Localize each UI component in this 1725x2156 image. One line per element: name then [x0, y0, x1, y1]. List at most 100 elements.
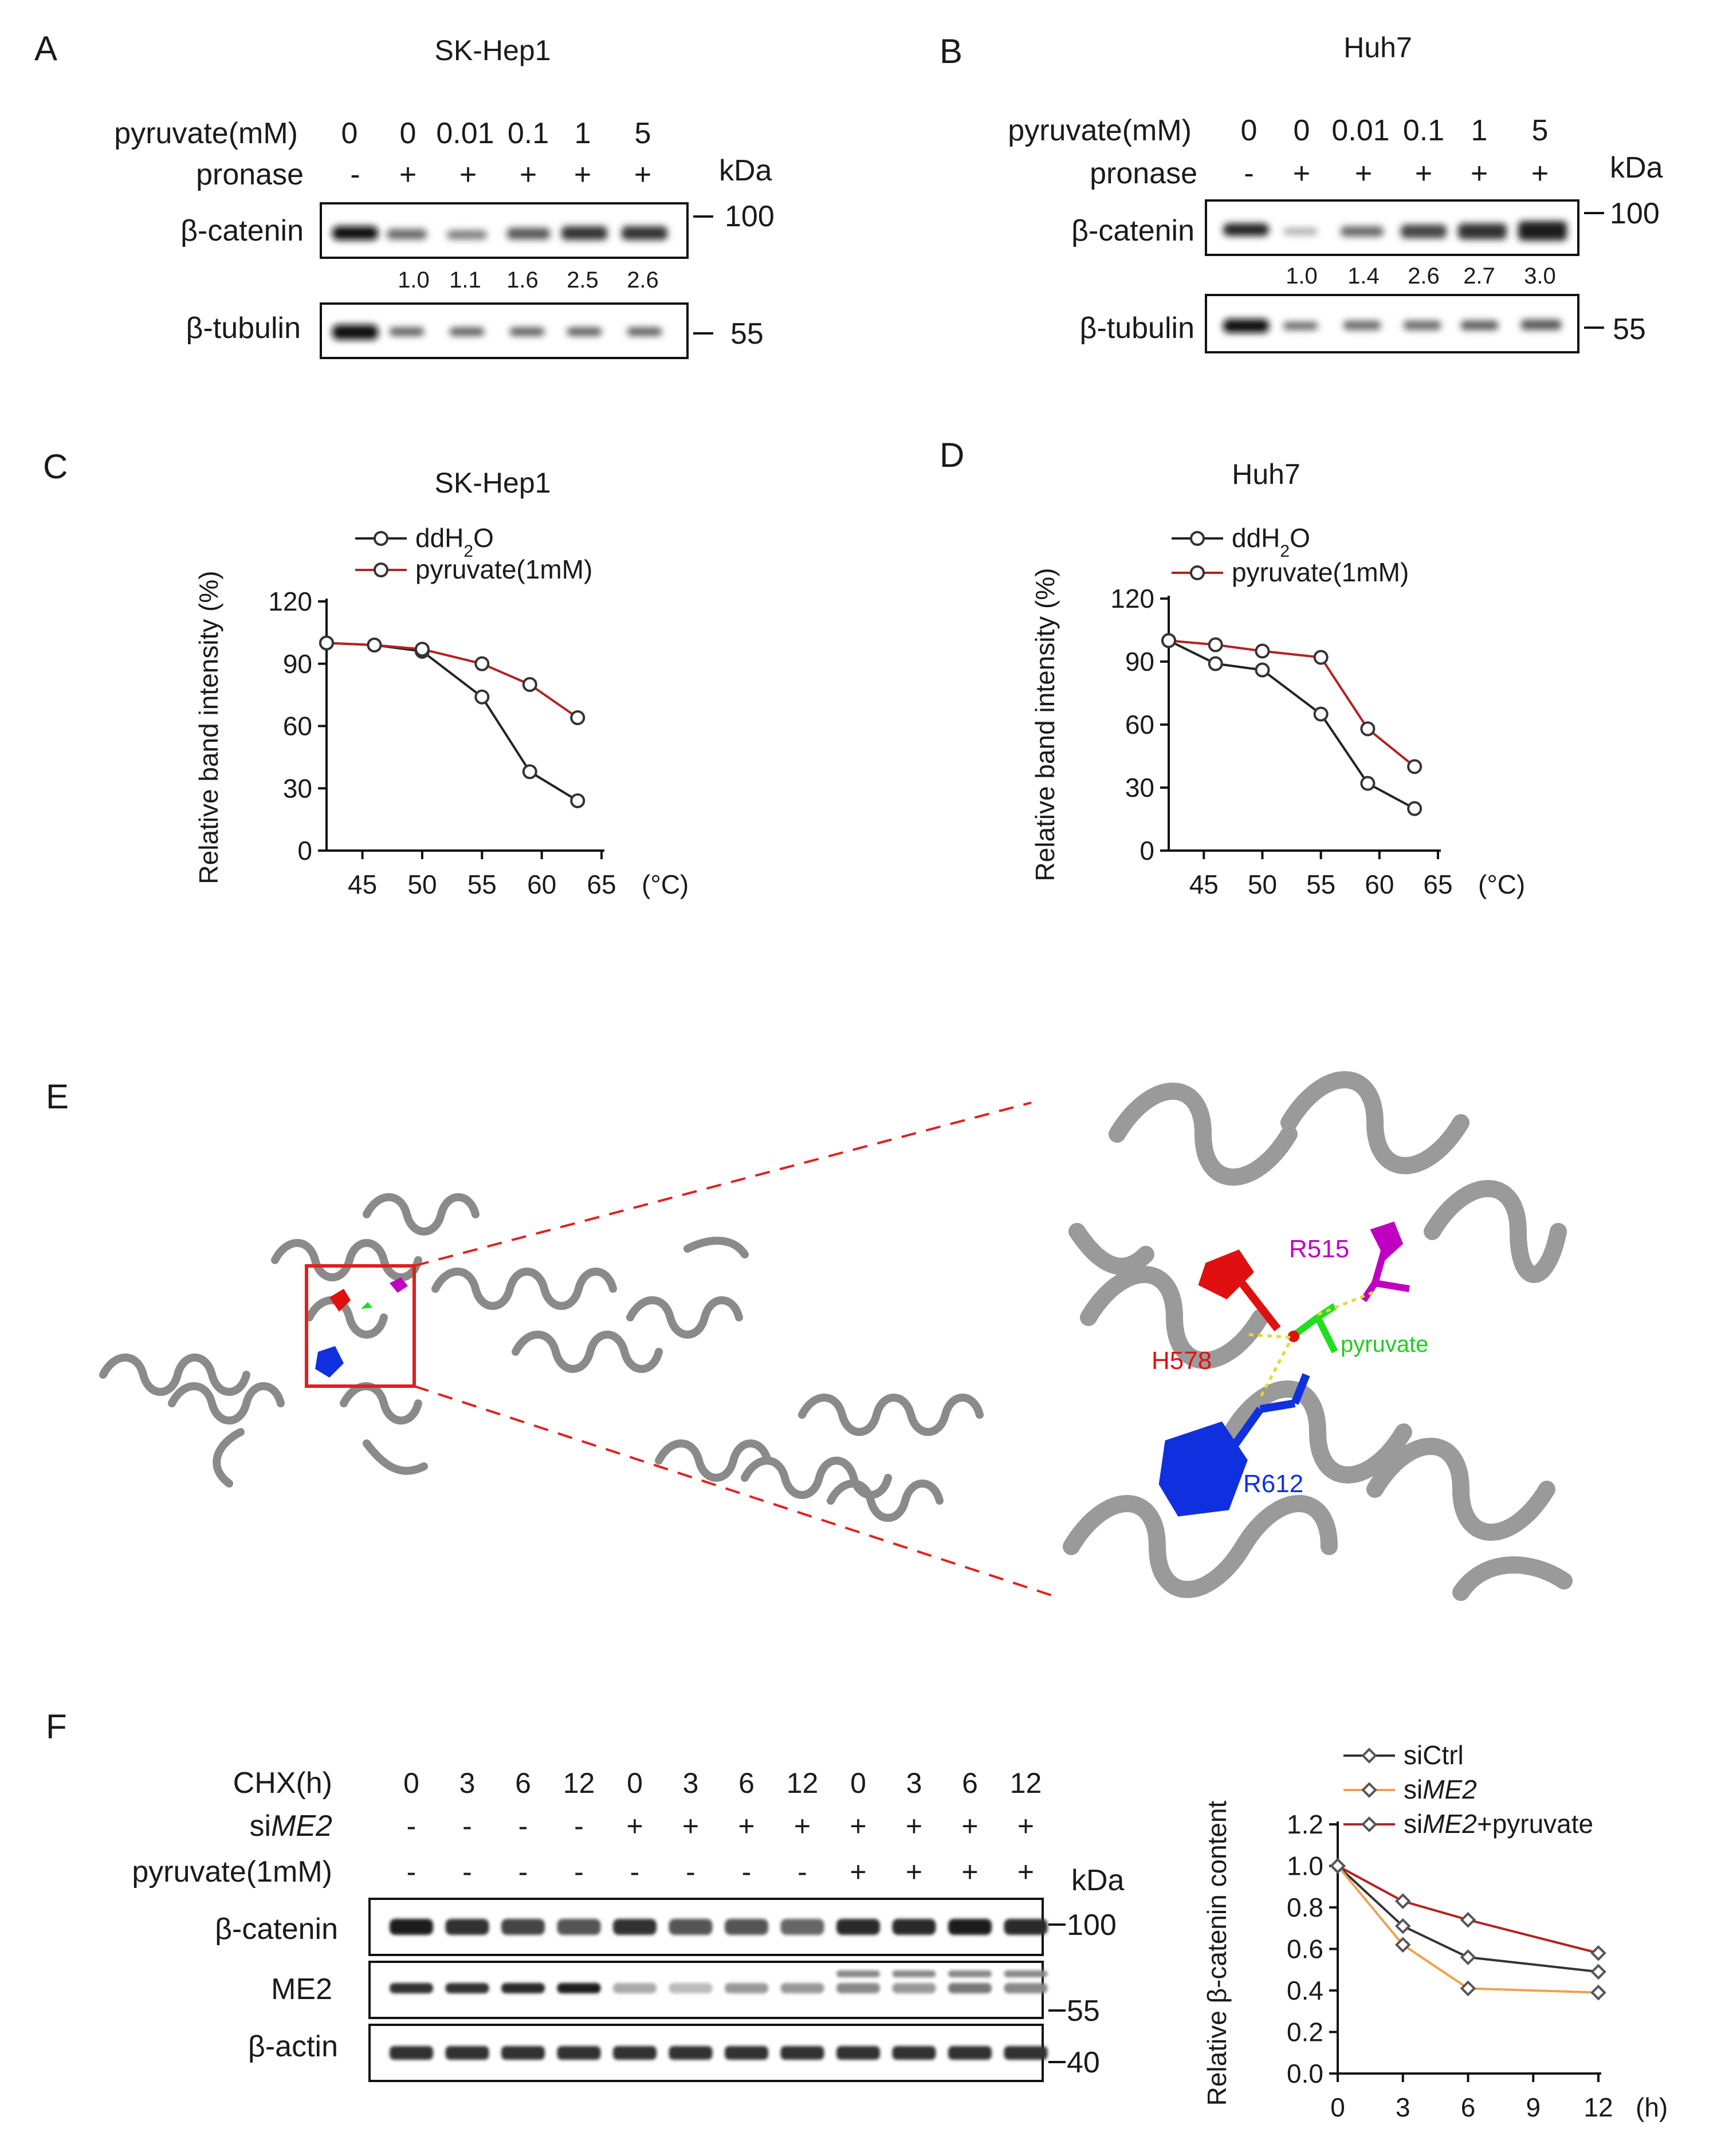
band: [948, 1919, 992, 1935]
data-point: [474, 656, 490, 671]
data-point: [1313, 706, 1329, 722]
legend-marker: [1361, 1748, 1377, 1764]
y-axis-label: Relative band intensity (%): [194, 571, 223, 884]
legend-marker: [1361, 1816, 1377, 1832]
band: [390, 1983, 433, 1993]
band: [1004, 2046, 1048, 2060]
y-tick-label: 60: [283, 711, 312, 741]
band: [725, 2046, 768, 2060]
hydrogen-bonds: [1248, 1290, 1376, 1399]
lane-sign: +: [961, 1810, 978, 1842]
x-tick-label: 55: [467, 870, 497, 899]
kda-label: kDa: [1071, 1864, 1125, 1897]
band: [613, 1983, 657, 1993]
legend-marker: [1361, 1782, 1377, 1798]
band: [557, 1919, 601, 1935]
panel-b-title: Huh7: [1343, 32, 1412, 64]
panel-f: F CHX(h) siME2 pyruvate(1mM) 0 - - 3 - - 6 - - 12…: [46, 1708, 1668, 2122]
label-r515: R515: [1289, 1235, 1349, 1263]
quant-value: 2.7: [1463, 263, 1495, 289]
lane-sign: +: [961, 1856, 978, 1888]
blot-label-beta-actin: β-actin: [248, 2030, 338, 2063]
row-label-pyruvate: pyruvate(1mM): [132, 1855, 332, 1889]
lane-value: 0: [403, 1767, 419, 1799]
y-tick-label: 120: [1110, 584, 1154, 613]
band: [948, 2046, 992, 2060]
band: [445, 1919, 489, 1935]
x-axis-unit: (h): [1636, 2092, 1668, 2122]
kda-label: kDa: [719, 154, 772, 187]
band: [836, 1983, 880, 1993]
lane-value: 6: [738, 1767, 755, 1799]
chart-c: SK-Hep1 0 30 60 90 120 45 50 55 60 65 (°C) Relative …: [194, 467, 689, 899]
lane-value: 0: [400, 117, 416, 150]
panel-a: A SK-Hep1 pyruvate(mM) pronase 0 0 0.01 …: [34, 29, 775, 359]
band: [501, 1983, 545, 1993]
band: [892, 2046, 936, 2060]
lane-sign: +: [399, 158, 416, 191]
row-label-pronase: pronase: [1090, 157, 1197, 190]
quant-value: 1.4: [1347, 263, 1380, 289]
row-label-sime2: siME2: [250, 1809, 333, 1843]
residue-h578: [1198, 1249, 1281, 1332]
lane-value: 1: [575, 117, 591, 150]
residue-h578-mini: [329, 1289, 351, 1312]
oxygen-atom: [1288, 1331, 1299, 1342]
lane-sign: -: [407, 1856, 416, 1888]
data-point: [1407, 801, 1423, 816]
data-point: [1161, 633, 1176, 648]
marker-55: 55: [1067, 1994, 1100, 2028]
quant-value: 1.6: [506, 267, 539, 293]
band: [1004, 1970, 1048, 1977]
lane-value: 0: [341, 117, 358, 150]
lane-sign: -: [574, 1856, 584, 1888]
lane-value: 0: [1294, 114, 1310, 147]
zoom-line-top: [414, 1101, 1032, 1267]
x-tick-label: 45: [348, 870, 377, 899]
lane-sign: +: [1293, 157, 1310, 190]
chart-title: SK-Hep1: [435, 467, 551, 499]
data-point: [1394, 1937, 1411, 1953]
series-line: [1168, 639, 1416, 768]
x-tick-label: 65: [587, 870, 616, 899]
band: [501, 2046, 545, 2060]
marker-100: 100: [1067, 1909, 1117, 1942]
band: [780, 1919, 824, 1935]
band: [836, 2046, 880, 2060]
panel-letter-a: A: [34, 29, 57, 68]
pyruvate-ligand: [1292, 1303, 1338, 1354]
legend-marker: [1190, 565, 1205, 580]
legend-label: pyruvate(1mM): [415, 554, 592, 584]
zoomed-binding-site: R515 H578 R612 pyruvate: [1054, 1071, 1573, 1601]
row-label-pyruvate: pyruvate(mM): [1008, 114, 1192, 147]
lane-value: 0.01: [1331, 114, 1389, 147]
row-label-pronase: pronase: [196, 158, 304, 191]
data-point: [1394, 1918, 1411, 1934]
legend-label: siME2+pyruvate: [1404, 1809, 1593, 1839]
lane-sign: +: [459, 158, 477, 191]
data-point: [1460, 1980, 1476, 1997]
lane-value: 3: [906, 1767, 922, 1799]
row-label-chx: CHX(h): [233, 1766, 332, 1800]
band: [1004, 1919, 1048, 1935]
band: [892, 1919, 936, 1935]
band: [669, 1983, 713, 1993]
zoom-box: [305, 1264, 416, 1388]
lane-sign: -: [1244, 157, 1254, 190]
legend-label: siCtrl: [1404, 1740, 1464, 1770]
label-pyruvate: pyruvate: [1341, 1332, 1428, 1357]
lane-sign: -: [518, 1810, 528, 1842]
lane-value: 0.1: [508, 117, 549, 150]
band: [1004, 1983, 1048, 1993]
pyruvate-mini: [361, 1302, 372, 1309]
lane-sign: +: [682, 1810, 699, 1842]
quant-value: 3.0: [1524, 263, 1556, 289]
y-tick-label: 0.4: [1287, 1976, 1323, 2005]
y-tick-label: 30: [283, 773, 312, 803]
bands: [390, 1919, 1048, 2060]
lane-sign: -: [407, 1810, 416, 1842]
panel-letter-c: C: [43, 447, 68, 486]
band: [669, 2046, 713, 2060]
lane-sign: -: [462, 1810, 472, 1842]
panel-c: C SK-Hep1 0 30 60 90 120 45 50 55 60 65 (°C) Relativ…: [43, 447, 689, 899]
